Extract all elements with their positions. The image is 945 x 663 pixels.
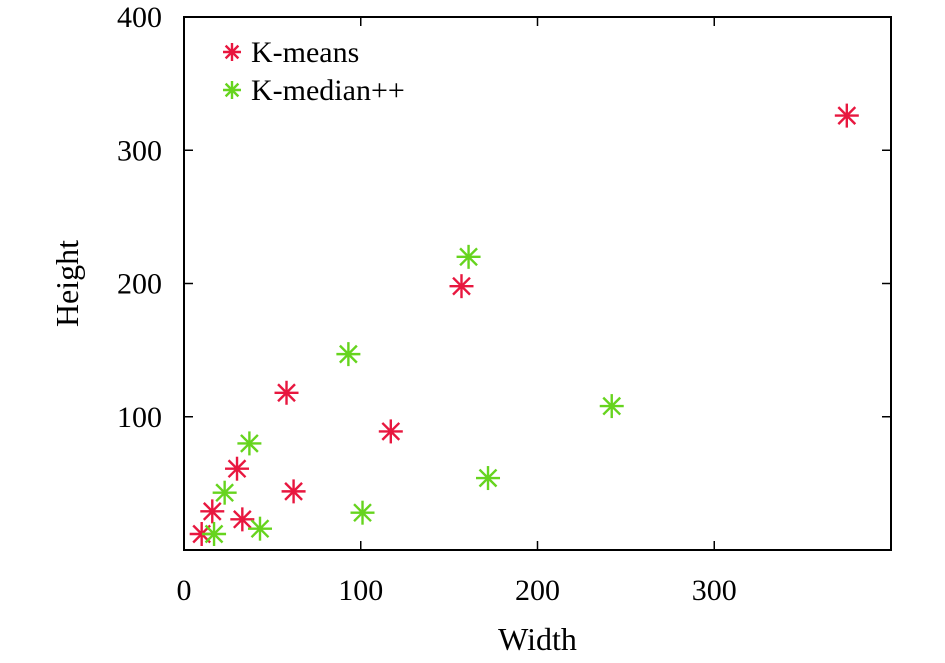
- legend: K-means K-median++: [223, 36, 405, 107]
- plot-area-frame: [183, 16, 892, 551]
- legend-marker: [223, 43, 241, 61]
- k-means-point: [230, 507, 255, 532]
- k-median-point: [476, 466, 501, 491]
- k-median-point: [599, 394, 624, 419]
- legend-label: K-means: [251, 36, 359, 69]
- k-means-point: [274, 380, 299, 405]
- k-median-point: [212, 480, 237, 505]
- axis-ticks: 0 100 200 300 100 200 300 400: [117, 1, 891, 607]
- y-axis-label: Height: [49, 240, 85, 327]
- k-means-point: [200, 499, 225, 524]
- data-points: [189, 103, 859, 547]
- k-median-point: [456, 244, 481, 269]
- k-means-point: [834, 103, 859, 128]
- x-tick-label: 300: [692, 574, 737, 607]
- x-tick-label: 100: [338, 574, 383, 607]
- x-tick-label: 0: [177, 574, 192, 607]
- k-median-point: [202, 522, 227, 547]
- legend-marker: [223, 81, 241, 99]
- legend-label: K-median++: [251, 74, 405, 107]
- k-means-point: [225, 456, 250, 481]
- k-median-point: [237, 431, 262, 456]
- k-means-point: [281, 479, 306, 504]
- k-median-point: [350, 500, 375, 525]
- k-means-point: [449, 274, 474, 299]
- k-median-point: [248, 516, 273, 541]
- y-tick-label: 300: [117, 134, 162, 167]
- k-median-point: [336, 342, 361, 367]
- y-tick-label: 100: [117, 401, 162, 434]
- x-tick-label: 200: [515, 574, 560, 607]
- x-axis-label: Width: [498, 621, 577, 657]
- k-means-point: [378, 419, 403, 444]
- y-tick-label: 400: [117, 1, 162, 34]
- y-tick-label: 200: [117, 268, 162, 301]
